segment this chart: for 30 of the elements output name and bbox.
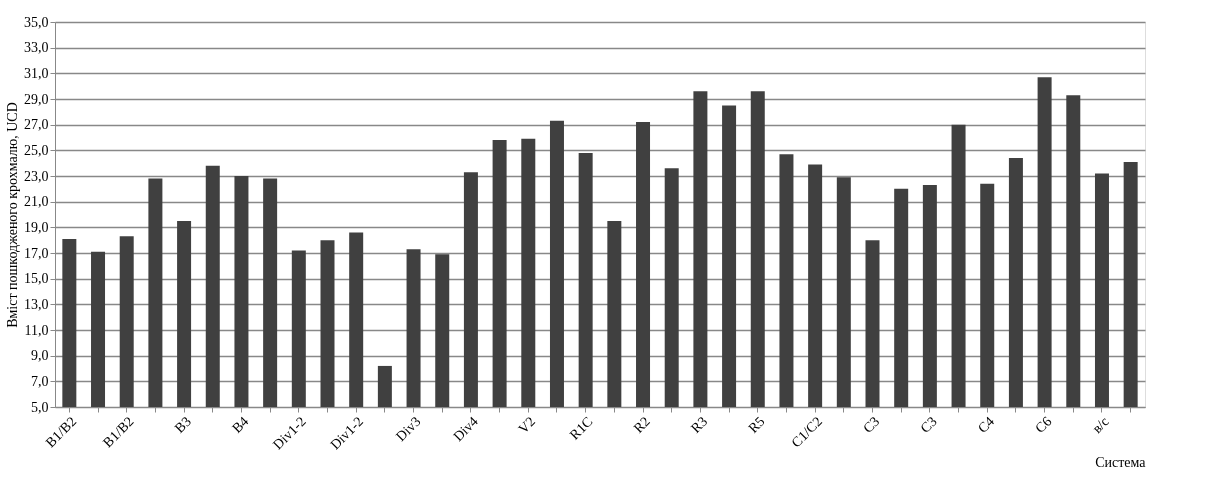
y-tick-label: 5,0 [31,399,49,415]
y-tick-label: 31,0 [24,65,49,81]
y-tick-label: 13,0 [24,296,49,312]
x-tick-label: B4 [229,413,252,436]
y-tick-label: 21,0 [24,194,49,210]
x-tick-label: B3 [171,413,194,436]
x-tick-label: C4 [974,413,998,436]
x-tick-label: R1C [566,413,596,443]
x-tick-label: R5 [745,413,768,436]
y-tick-label: 25,0 [24,142,49,158]
y-tick-label: 7,0 [31,373,49,389]
y-tick-label: 27,0 [24,117,49,133]
y-tick-label: 17,0 [24,245,49,261]
y-tick-label: 15,0 [24,271,49,287]
y-axis-title: Вміст пошкодженого крохмалю, UCD [5,102,20,328]
y-tick-label: 11,0 [24,322,49,338]
y-tick-label: 9,0 [31,348,49,364]
y-tick-label: 33,0 [24,40,49,56]
y-tick-label: 29,0 [24,91,49,107]
x-tick-label: V2 [515,413,539,437]
x-tick-label: R2 [630,413,653,436]
x-tick-label: R3 [688,413,711,436]
x-tick-label: C6 [1032,413,1055,436]
y-tick-label: 23,0 [24,168,49,184]
x-tick-label: в/с [1089,413,1112,437]
y-tick-label: 35,0 [24,14,49,30]
x-tick-label: C3 [860,413,883,436]
x-axis-title: Система [1095,455,1147,471]
x-tick-label: C3 [917,413,940,436]
y-tick-label: 19,0 [24,219,49,235]
